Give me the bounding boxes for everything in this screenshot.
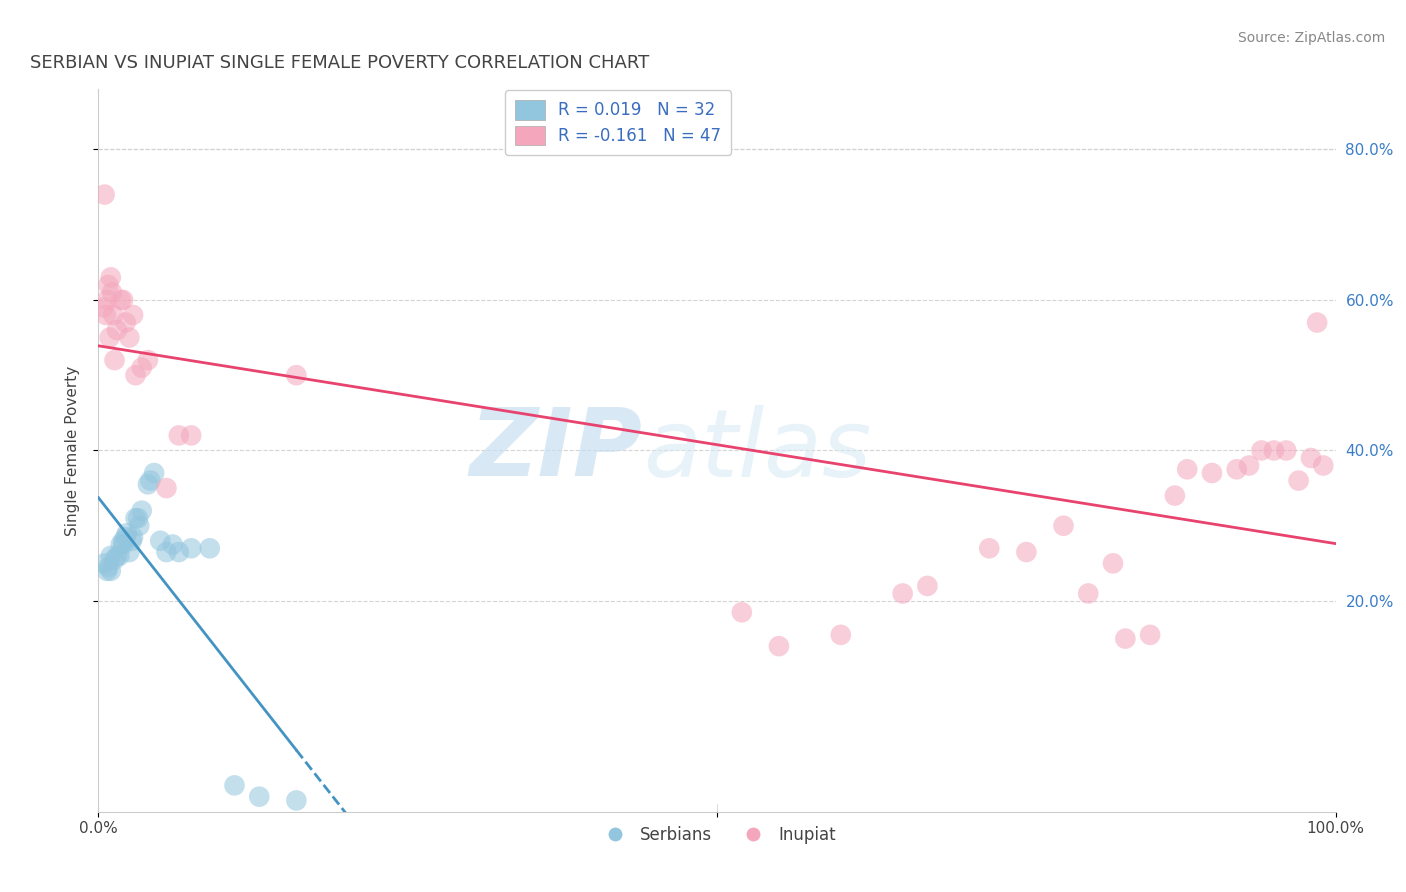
Point	[112, 537, 135, 551]
Point	[1175, 462, 1198, 476]
Point	[101, 285, 124, 300]
Text: SERBIAN VS INUPIAT SINGLE FEMALE POVERTY CORRELATION CHART: SERBIAN VS INUPIAT SINGLE FEMALE POVERTY…	[31, 54, 650, 72]
Point	[155, 545, 177, 559]
Point	[131, 360, 153, 375]
Point	[1288, 474, 1310, 488]
Point	[285, 793, 308, 807]
Point	[115, 526, 138, 541]
Point	[100, 564, 122, 578]
Point	[768, 639, 790, 653]
Point	[100, 549, 122, 563]
Point	[136, 477, 159, 491]
Point	[121, 533, 143, 548]
Point	[114, 530, 136, 544]
Point	[98, 330, 121, 344]
Point	[105, 549, 128, 563]
Point	[143, 466, 166, 480]
Point	[1015, 545, 1038, 559]
Point	[149, 533, 172, 548]
Point	[112, 293, 135, 307]
Text: ZIP: ZIP	[470, 404, 643, 497]
Point	[96, 564, 118, 578]
Point	[114, 316, 136, 330]
Point	[93, 301, 115, 315]
Point	[122, 530, 145, 544]
Point	[155, 481, 177, 495]
Point	[731, 605, 754, 619]
Point	[224, 778, 246, 792]
Point	[127, 511, 149, 525]
Point	[128, 518, 150, 533]
Point	[110, 537, 132, 551]
Point	[1226, 462, 1249, 476]
Point	[136, 353, 159, 368]
Point	[93, 557, 115, 571]
Point	[1102, 557, 1125, 571]
Point	[1275, 443, 1298, 458]
Point	[180, 541, 202, 556]
Point	[1164, 489, 1187, 503]
Point	[979, 541, 1001, 556]
Point	[1299, 450, 1322, 465]
Point	[96, 293, 118, 307]
Point	[124, 511, 146, 525]
Point	[122, 308, 145, 322]
Y-axis label: Single Female Poverty: Single Female Poverty	[65, 366, 80, 535]
Point	[112, 533, 135, 548]
Point	[118, 545, 141, 559]
Point	[167, 428, 190, 442]
Point	[100, 270, 122, 285]
Text: Source: ZipAtlas.com: Source: ZipAtlas.com	[1237, 31, 1385, 45]
Legend: Serbians, Inupiat: Serbians, Inupiat	[592, 819, 842, 850]
Point	[103, 353, 125, 368]
Point	[1250, 443, 1272, 458]
Point	[830, 628, 852, 642]
Point	[1077, 586, 1099, 600]
Point	[97, 560, 120, 574]
Point	[1237, 458, 1260, 473]
Point	[1263, 443, 1285, 458]
Point	[1114, 632, 1136, 646]
Point	[198, 541, 221, 556]
Point	[891, 586, 914, 600]
Point	[139, 474, 162, 488]
Point	[118, 330, 141, 344]
Point	[110, 293, 132, 307]
Point	[917, 579, 939, 593]
Point	[108, 549, 131, 563]
Point	[124, 368, 146, 383]
Point	[167, 545, 190, 559]
Point	[97, 277, 120, 292]
Point	[247, 789, 270, 804]
Point	[1306, 316, 1329, 330]
Text: atlas: atlas	[643, 405, 872, 496]
Point	[180, 428, 202, 442]
Point	[131, 503, 153, 517]
Point	[105, 323, 128, 337]
Point	[93, 187, 115, 202]
Point	[1052, 518, 1074, 533]
Point	[103, 552, 125, 566]
Point	[285, 368, 308, 383]
Point	[103, 308, 125, 322]
Point	[1312, 458, 1334, 473]
Point	[94, 308, 117, 322]
Point	[1139, 628, 1161, 642]
Point	[162, 537, 184, 551]
Point	[1201, 466, 1223, 480]
